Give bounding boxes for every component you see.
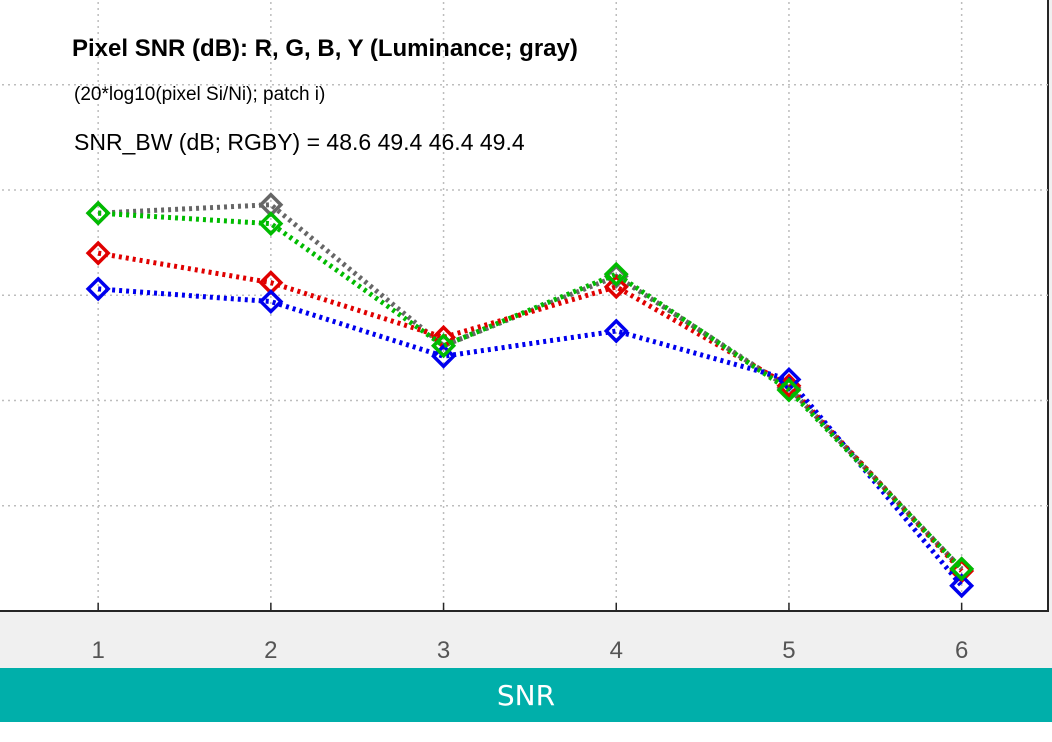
chart-title: Pixel SNR (dB): R, G, B, Y (Luminance; g… xyxy=(72,35,578,62)
x-tick-label: 1 xyxy=(91,637,104,664)
data-point-marker xyxy=(258,211,284,237)
series-group xyxy=(85,192,975,599)
x-tick-label: 2 xyxy=(264,637,277,664)
data-point-marker xyxy=(603,261,629,287)
data-point-marker xyxy=(949,573,975,599)
tick-marks xyxy=(97,603,963,611)
chart-subtitle: (20*log10(pixel Si/Ni); patch i) xyxy=(74,84,325,105)
data-point-marker xyxy=(603,318,629,344)
series-line xyxy=(85,200,975,582)
x-tick-label: 3 xyxy=(437,637,450,664)
data-point-marker xyxy=(431,343,457,369)
series-line xyxy=(85,276,975,599)
data-point-marker xyxy=(85,240,111,266)
x-tick-labels: 1 2 3 4 5 6 xyxy=(91,637,968,664)
series-path xyxy=(97,250,964,573)
axes-box xyxy=(0,0,1049,612)
data-point-marker xyxy=(603,274,629,300)
series-path xyxy=(97,286,964,588)
x-tick-label: 4 xyxy=(610,637,623,664)
data-point-marker xyxy=(258,289,284,315)
data-point-marker xyxy=(949,556,975,582)
data-point-marker xyxy=(85,200,111,226)
caption-banner: SNR xyxy=(0,668,1052,722)
series-path xyxy=(98,210,964,571)
snr-summary: SNR_BW (dB; RGBY) = 48.6 49.4 46.4 49.4 xyxy=(74,129,525,155)
x-tick-label: 6 xyxy=(955,637,968,664)
data-point-marker xyxy=(431,333,457,359)
x-tick-label: 5 xyxy=(782,637,795,664)
data-point-marker xyxy=(776,377,802,403)
caption-label: SNR xyxy=(496,678,556,712)
grid-lines xyxy=(0,0,1048,611)
data-point-marker xyxy=(85,276,111,302)
